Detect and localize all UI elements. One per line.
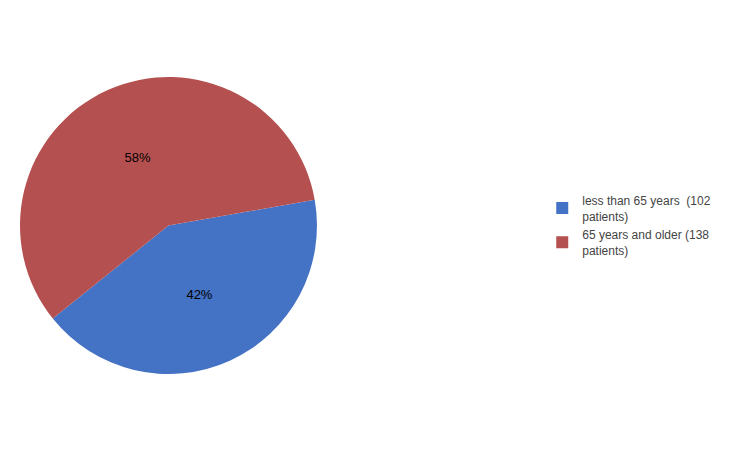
svg-text:65 years and older (138patient: 65 years and older (138patients) [582,228,709,258]
svg-text:42%: 42% [186,287,212,302]
svg-text:58%: 58% [125,150,151,165]
svg-text:less than 65 years (102patien: less than 65 years (102patients) [582,194,710,224]
